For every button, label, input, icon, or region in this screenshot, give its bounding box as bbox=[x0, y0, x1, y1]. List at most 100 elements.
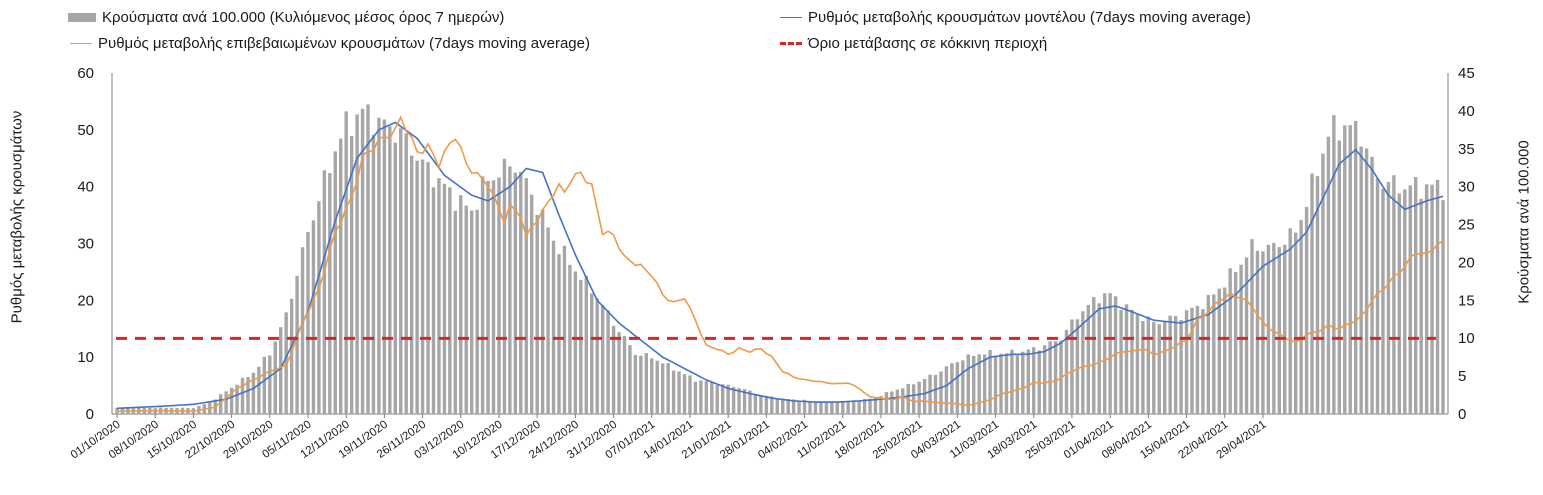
bar bbox=[879, 395, 883, 414]
bar bbox=[513, 172, 518, 414]
bar bbox=[284, 312, 288, 414]
bar bbox=[639, 355, 643, 414]
bar bbox=[1135, 314, 1140, 414]
bar bbox=[688, 375, 692, 414]
bar bbox=[720, 384, 725, 414]
bar bbox=[1326, 136, 1331, 414]
bar bbox=[660, 363, 665, 414]
bar bbox=[1124, 304, 1129, 414]
y-tick-right: 0 bbox=[1458, 406, 1466, 423]
bar bbox=[557, 254, 561, 414]
y-tick-right: 45 bbox=[1458, 65, 1475, 82]
bar bbox=[1032, 347, 1036, 414]
bar bbox=[726, 384, 730, 414]
bar bbox=[469, 210, 474, 414]
y-tick-right: 5 bbox=[1458, 368, 1466, 385]
bar bbox=[961, 360, 965, 414]
bar bbox=[409, 155, 414, 414]
bar bbox=[901, 388, 905, 414]
bar bbox=[950, 363, 954, 414]
bar bbox=[1321, 153, 1325, 415]
bar bbox=[1108, 293, 1112, 414]
bar bbox=[1010, 349, 1014, 414]
bar bbox=[890, 391, 894, 414]
bar bbox=[1119, 309, 1123, 414]
bar bbox=[1042, 345, 1047, 414]
legend-swatch-threshold bbox=[780, 42, 802, 45]
bar bbox=[781, 398, 785, 414]
bar bbox=[1424, 184, 1429, 414]
bar bbox=[693, 381, 698, 414]
y-tick-right: 30 bbox=[1458, 179, 1475, 196]
bar bbox=[851, 400, 856, 414]
bar bbox=[235, 384, 239, 414]
bar bbox=[786, 399, 790, 414]
bar bbox=[1021, 351, 1025, 414]
bar bbox=[273, 341, 277, 414]
bar bbox=[420, 159, 425, 414]
bar bbox=[644, 352, 649, 414]
bar bbox=[530, 194, 534, 414]
legend-item-confirmed: Ρυθμός μεταβολής επιβεβαιωμένων κρουσμάτ… bbox=[70, 35, 590, 52]
legend-item-threshold: Όριο μετάβασης σε κόκκινη περιοχή bbox=[780, 35, 1047, 52]
bar bbox=[579, 279, 583, 414]
bar bbox=[1375, 178, 1380, 414]
bar bbox=[426, 162, 430, 414]
bar bbox=[1392, 175, 1396, 414]
bar bbox=[1223, 287, 1227, 414]
legend-label-model: Ρυθμός μεταβολής κρουσμάτων μοντέλου (7d… bbox=[808, 9, 1251, 26]
bar bbox=[355, 114, 359, 415]
bar bbox=[1403, 189, 1407, 414]
bar bbox=[573, 271, 578, 414]
bar bbox=[1075, 319, 1080, 414]
bar bbox=[1255, 250, 1260, 414]
bar bbox=[1173, 316, 1178, 414]
bar bbox=[486, 180, 490, 414]
bar bbox=[306, 232, 310, 414]
bar bbox=[1261, 251, 1265, 414]
bar bbox=[1441, 200, 1445, 414]
bar bbox=[972, 355, 976, 414]
bar bbox=[382, 119, 387, 414]
y-tick-left: 60 bbox=[77, 65, 94, 82]
bar bbox=[300, 247, 305, 414]
y-tick-right: 35 bbox=[1458, 141, 1475, 158]
bar bbox=[1152, 322, 1156, 414]
bar bbox=[791, 399, 796, 414]
bar bbox=[1206, 295, 1211, 414]
bar bbox=[437, 178, 441, 414]
bar bbox=[955, 362, 960, 414]
bar bbox=[1141, 320, 1145, 414]
bar bbox=[240, 377, 245, 414]
legend-swatch-confirmed bbox=[70, 43, 92, 44]
bar bbox=[1195, 305, 1200, 414]
bar bbox=[595, 298, 599, 414]
bar bbox=[715, 385, 719, 414]
bar bbox=[584, 275, 588, 414]
bar bbox=[600, 305, 605, 414]
bar bbox=[1190, 307, 1194, 414]
bar bbox=[322, 170, 327, 414]
bar bbox=[1162, 321, 1167, 414]
bar bbox=[360, 108, 365, 414]
bar bbox=[611, 325, 616, 414]
bar bbox=[835, 402, 840, 414]
bar bbox=[862, 398, 867, 414]
bar bbox=[622, 335, 627, 414]
bar bbox=[1359, 146, 1363, 414]
bar bbox=[710, 382, 714, 414]
bar bbox=[328, 173, 332, 414]
bar bbox=[1201, 309, 1205, 414]
bar bbox=[884, 392, 889, 414]
bar bbox=[797, 400, 801, 414]
bar bbox=[671, 370, 676, 414]
bar bbox=[650, 358, 654, 414]
legend-item-model: Ρυθμός μεταβολής κρουσμάτων μοντέλου (7d… bbox=[780, 9, 1251, 26]
bar bbox=[502, 158, 507, 414]
bar bbox=[1130, 309, 1134, 414]
bar bbox=[1102, 293, 1107, 414]
bar bbox=[224, 391, 228, 414]
bar bbox=[442, 183, 447, 414]
bar bbox=[617, 332, 621, 414]
